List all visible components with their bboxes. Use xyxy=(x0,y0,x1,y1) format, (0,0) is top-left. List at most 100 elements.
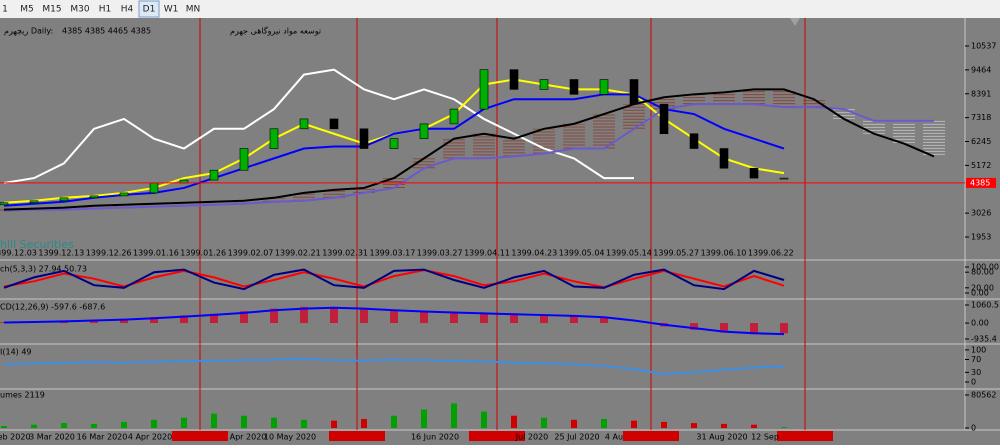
volume-bar xyxy=(421,409,427,428)
time-label: 12 Sep xyxy=(751,433,779,442)
ohlc: 4385 4385 4465 4385 xyxy=(62,27,151,36)
y-tick-label: 1060.5 xyxy=(971,301,999,310)
histogram-bar xyxy=(690,323,698,330)
volume-bar xyxy=(181,417,187,428)
y-tick-label: 100.00 xyxy=(971,262,999,271)
histogram-bar xyxy=(510,314,518,324)
indicator-line xyxy=(3,268,785,291)
candle xyxy=(59,197,69,202)
indicator-title: umes 2119 xyxy=(0,391,45,400)
candle xyxy=(209,169,219,181)
histogram-bar xyxy=(330,307,338,324)
time-label: 25 Jul 2020 xyxy=(554,433,599,442)
date-label: 1399.05.27 xyxy=(653,249,699,258)
volume-bar xyxy=(631,420,637,428)
indicator-line xyxy=(3,103,934,212)
time-label: 3 Mar 2020 xyxy=(29,433,75,442)
volume-bar xyxy=(601,418,607,428)
histogram-bar xyxy=(540,315,548,324)
candle xyxy=(479,69,489,110)
histogram-bar xyxy=(780,323,788,334)
time-label: 4 Apr 2020 xyxy=(128,433,172,442)
date-label: 1399.02.07 xyxy=(228,249,274,258)
histogram-bar xyxy=(750,323,758,335)
histogram-bar xyxy=(720,323,728,333)
timeframe-button[interactable]: M30 xyxy=(70,5,89,15)
price-tag xyxy=(966,177,996,188)
y-tick-label: 30 xyxy=(971,368,981,377)
volume-bar xyxy=(61,423,67,428)
candle xyxy=(509,69,519,90)
date-label: 1399.01.26 xyxy=(180,249,226,258)
candle xyxy=(689,133,699,149)
candle xyxy=(599,79,609,95)
indicator-line xyxy=(3,88,935,211)
indicator-line xyxy=(3,68,634,185)
histogram-bar xyxy=(570,316,578,324)
candle xyxy=(659,103,669,135)
time-label: 10 May 2020 xyxy=(264,433,316,442)
timeframe-button[interactable]: MN xyxy=(186,5,201,15)
symbol-title: ریچهرم Daily: xyxy=(4,27,53,36)
volume-bar xyxy=(721,423,727,428)
shift-marker xyxy=(790,18,800,26)
timeframe-button[interactable]: D1 xyxy=(143,5,156,15)
timeframe-button[interactable]: M5 xyxy=(20,5,34,15)
y-tick-label: 5172 xyxy=(971,161,991,170)
y-tick-label: 0.00 xyxy=(971,319,989,328)
histogram-bar xyxy=(600,317,608,324)
y-tick-label: 0 xyxy=(971,424,976,433)
candle xyxy=(359,128,369,149)
date-label: 1399.06.22 xyxy=(748,249,794,258)
volume-bar xyxy=(1,425,7,428)
y-tick-label: 80562 xyxy=(971,391,996,400)
volume-bar xyxy=(691,423,697,428)
histogram-bar xyxy=(0,322,8,324)
y-tick-label: -935.4 xyxy=(971,334,997,343)
histogram-bar xyxy=(480,313,488,324)
volume-bar xyxy=(661,421,667,428)
timeframe-button[interactable]: 1 xyxy=(2,5,8,15)
histogram-bar xyxy=(210,313,218,324)
volume-bar xyxy=(511,415,517,428)
y-tick-label: 1953 xyxy=(971,233,991,242)
date-label: 1399.12.13 xyxy=(38,249,84,258)
timeframe-button[interactable]: W1 xyxy=(164,5,179,15)
time-label: 16 Jun 2020 xyxy=(411,433,459,442)
volume-bar xyxy=(751,424,757,428)
y-tick-label: 10537 xyxy=(971,42,996,51)
candle xyxy=(239,148,249,171)
y-tick-label: 100 xyxy=(971,345,986,354)
y-tick-label: 70 xyxy=(971,355,981,364)
candle xyxy=(329,118,339,130)
volume-bar xyxy=(481,411,487,428)
timeframe-button[interactable]: H4 xyxy=(121,5,134,15)
date-label: 1399.02.21 xyxy=(275,249,321,258)
candle xyxy=(749,167,759,179)
volume-bar xyxy=(31,424,37,428)
date-label: 1399.01.16 xyxy=(133,249,179,258)
y-tick-label: 7318 xyxy=(971,113,991,122)
candle xyxy=(539,79,549,90)
chart-area xyxy=(0,18,1000,445)
volume-bar xyxy=(571,419,577,428)
candle xyxy=(719,148,729,169)
active-timeframe xyxy=(138,0,160,18)
volume-bar xyxy=(271,417,277,428)
volume-bar xyxy=(451,403,457,428)
price-label: 4385 xyxy=(970,178,990,187)
y-tick-label: 8391 xyxy=(971,89,991,98)
histogram-bar xyxy=(420,311,428,324)
separator-label xyxy=(469,431,525,441)
date-label: 1399.05.14 xyxy=(606,249,652,258)
time-label: 16 Mar 2020 xyxy=(77,433,128,442)
indicator-title: I(14) 49 xyxy=(0,348,32,357)
timeframe-button[interactable]: H1 xyxy=(99,5,112,15)
timeframe-button[interactable]: M15 xyxy=(42,5,61,15)
date-label: 1399.04.23 xyxy=(511,249,557,258)
date-label: 1399.02.31 xyxy=(322,249,368,258)
y-tick-label: 0.00 xyxy=(971,289,989,298)
indicator-line xyxy=(3,306,785,336)
histogram-bar xyxy=(240,311,248,324)
toolbar xyxy=(0,0,1000,18)
